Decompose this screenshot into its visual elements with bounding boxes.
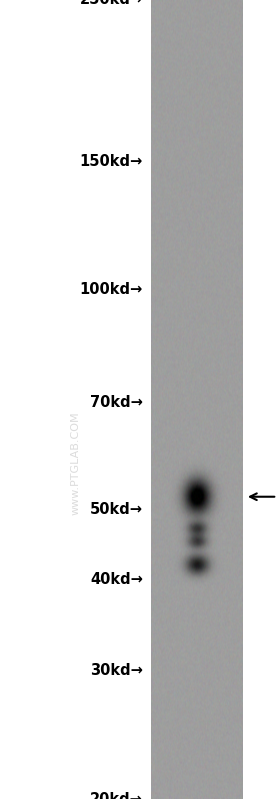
Text: 40kd→: 40kd→ <box>90 572 143 587</box>
Text: 70kd→: 70kd→ <box>90 396 143 410</box>
Text: 250kd→: 250kd→ <box>80 0 143 7</box>
Text: 150kd→: 150kd→ <box>80 154 143 169</box>
Text: 50kd→: 50kd→ <box>90 502 143 517</box>
Text: 30kd→: 30kd→ <box>90 663 143 678</box>
Text: 100kd→: 100kd→ <box>80 282 143 297</box>
Text: 20kd→: 20kd→ <box>90 792 143 799</box>
Text: www.PTGLAB.COM: www.PTGLAB.COM <box>71 411 81 515</box>
